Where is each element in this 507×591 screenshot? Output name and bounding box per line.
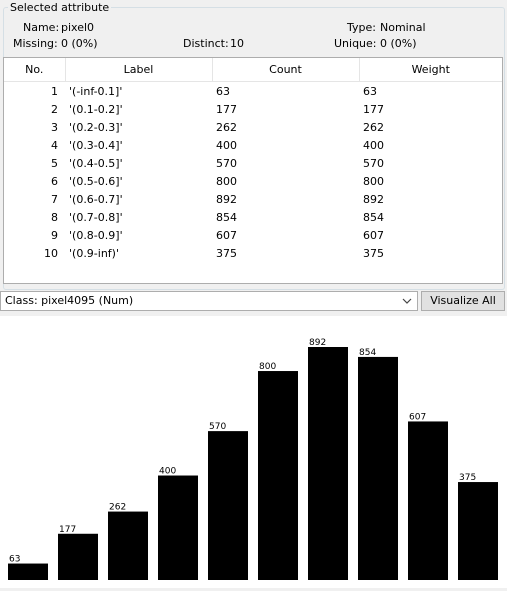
- row-count-cell: 262: [216, 120, 237, 134]
- row-count-cell: 63: [216, 84, 230, 98]
- row-label-cell: '(0.4-0.5]': [69, 156, 123, 170]
- table-row[interactable]: 1 '(-inf-0.1]' 63 63: [4, 82, 502, 101]
- row-count-cell: 570: [216, 156, 237, 170]
- class-select[interactable]: Class: pixel4095 (Num): [0, 291, 418, 311]
- table-row[interactable]: 3 '(0.2-0.3]' 262 262: [4, 118, 502, 136]
- row-weight-cell: 607: [363, 228, 384, 242]
- histogram-bar: [308, 347, 348, 580]
- row-label-cell: '(0.9-inf)': [69, 246, 119, 260]
- row-count-cell: 892: [216, 192, 237, 206]
- row-weight-cell: 177: [363, 102, 384, 116]
- row-count-cell: 177: [216, 102, 237, 116]
- histogram-bar: [358, 356, 398, 580]
- row-weight-cell: 400: [363, 138, 384, 152]
- bar-value-label: 400: [159, 467, 176, 477]
- row-no-cell: 3: [51, 120, 58, 134]
- table-row[interactable]: 10 '(0.9-inf)' 375 375: [4, 244, 502, 262]
- row-no-cell: 4: [51, 138, 58, 152]
- row-label-cell: '(-inf-0.1]': [69, 84, 123, 98]
- name-value: pixel0: [61, 21, 95, 34]
- row-count-cell: 854: [216, 210, 237, 224]
- column-header-count[interactable]: Count: [212, 58, 360, 82]
- histogram-bar: [58, 533, 98, 580]
- column-header-label[interactable]: Label: [65, 58, 213, 82]
- row-count-cell: 607: [216, 228, 237, 242]
- row-no-cell: 8: [51, 210, 58, 224]
- row-count-cell: 800: [216, 174, 237, 188]
- unique-label: Unique:: [334, 37, 377, 50]
- histogram-bar: [458, 482, 498, 580]
- histogram-bar: [158, 475, 198, 580]
- type-value: Nominal: [380, 21, 426, 34]
- bar-value-label: 375: [459, 473, 476, 483]
- row-weight-cell: 63: [363, 84, 377, 98]
- row-no-cell: 1: [51, 84, 58, 98]
- distinct-label: Distinct:: [183, 37, 229, 50]
- bar-value-label: 607: [409, 412, 426, 422]
- bar-value-label: 892: [309, 338, 326, 348]
- row-label-cell: '(0.3-0.4]': [69, 138, 123, 152]
- histogram-bar: [8, 563, 48, 580]
- row-no-cell: 10: [44, 246, 58, 260]
- class-select-value: Class: pixel4095 (Num): [5, 294, 134, 307]
- row-weight-cell: 570: [363, 156, 384, 170]
- table-row[interactable]: 4 '(0.3-0.4]' 400 400: [4, 136, 502, 154]
- table-row[interactable]: 7 '(0.6-0.7]' 892 892: [4, 190, 502, 208]
- row-no-cell: 7: [51, 192, 58, 206]
- missing-label: Missing:: [13, 37, 58, 50]
- missing-value: 0 (0%): [61, 37, 98, 50]
- row-weight-cell: 375: [363, 246, 384, 260]
- panel-title: Selected attribute: [8, 1, 112, 14]
- histogram-bar: [108, 511, 148, 580]
- row-label-cell: '(0.1-0.2]': [69, 102, 123, 116]
- row-no-cell: 2: [51, 102, 58, 116]
- column-header-weight[interactable]: Weight: [359, 58, 502, 82]
- table-row[interactable]: 9 '(0.8-0.9]' 607 607: [4, 226, 502, 244]
- row-label-cell: '(0.5-0.6]': [69, 174, 123, 188]
- row-no-cell: 5: [51, 156, 58, 170]
- row-no-cell: 6: [51, 174, 58, 188]
- attribute-values-table[interactable]: No. Label Count Weight 1 '(-inf-0.1]' 63 63…: [3, 57, 503, 284]
- row-label-cell: '(0.7-0.8]': [69, 210, 123, 224]
- histogram-chart: 63 177 262 400 570 800 892 854 607 375: [8, 338, 498, 580]
- name-label: Name:: [23, 21, 60, 34]
- unique-value: 0 (0%): [380, 37, 417, 50]
- row-weight-cell: 800: [363, 174, 384, 188]
- row-weight-cell: 262: [363, 120, 384, 134]
- histogram-bar: [208, 431, 248, 580]
- bar-value-label: 262: [109, 503, 126, 513]
- row-label-cell: '(0.8-0.9]': [69, 228, 123, 242]
- histogram-panel: 63 177 262 400 570 800 892 854 607 375: [0, 316, 507, 588]
- table-row[interactable]: 5 '(0.4-0.5]' 570 570: [4, 154, 502, 172]
- row-no-cell: 9: [51, 228, 58, 242]
- type-label: Type:: [347, 21, 376, 34]
- bar-value-label: 800: [259, 362, 276, 372]
- column-header-no[interactable]: No.: [4, 58, 66, 82]
- bar-value-label: 63: [9, 555, 20, 565]
- distinct-value: 10: [230, 37, 244, 50]
- table-row[interactable]: 6 '(0.5-0.6]' 800 800: [4, 172, 502, 190]
- row-count-cell: 375: [216, 246, 237, 260]
- row-weight-cell: 892: [363, 192, 384, 206]
- table-row[interactable]: 2 '(0.1-0.2]' 177 177: [4, 100, 502, 118]
- visualize-all-button[interactable]: Visualize All: [421, 291, 505, 311]
- bar-value-label: 177: [59, 525, 76, 535]
- bar-value-label: 854: [359, 348, 376, 358]
- histogram-bar: [408, 421, 448, 580]
- row-count-cell: 400: [216, 138, 237, 152]
- table-row[interactable]: 8 '(0.7-0.8]' 854 854: [4, 208, 502, 226]
- row-label-cell: '(0.6-0.7]': [69, 192, 123, 206]
- histogram-bar: [258, 371, 298, 580]
- chevron-down-icon: [402, 298, 412, 304]
- row-weight-cell: 854: [363, 210, 384, 224]
- bar-value-label: 570: [209, 422, 226, 432]
- row-label-cell: '(0.2-0.3]': [69, 120, 123, 134]
